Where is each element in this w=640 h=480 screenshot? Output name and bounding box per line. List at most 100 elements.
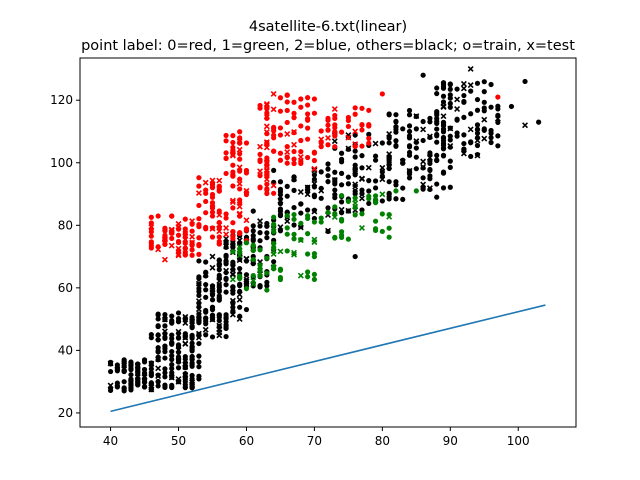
data-point [243, 281, 250, 287]
data-point [229, 276, 236, 283]
data-point [284, 144, 290, 150]
data-point [468, 111, 474, 117]
data-point [460, 85, 467, 92]
data-point [263, 102, 270, 109]
data-point [393, 188, 399, 194]
data-point [141, 359, 148, 365]
data-point [352, 111, 358, 117]
data-point [393, 138, 399, 144]
data-point [230, 139, 236, 146]
data-point [461, 99, 467, 105]
data-point [522, 78, 528, 85]
data-point [148, 331, 154, 338]
data-point [284, 213, 290, 219]
data-point [128, 385, 134, 391]
data-point [264, 230, 270, 236]
data-point [182, 316, 188, 322]
data-point [271, 214, 277, 220]
data-point [271, 148, 277, 154]
data-point [216, 211, 223, 218]
data-point [284, 248, 290, 254]
data-point [332, 122, 338, 128]
data-point [400, 185, 406, 191]
data-point [325, 142, 331, 148]
data-point [495, 94, 501, 100]
data-point [175, 376, 182, 383]
data-point [291, 156, 297, 162]
data-point [440, 135, 447, 141]
data-point [243, 227, 250, 233]
data-point [175, 245, 182, 252]
data-point [196, 274, 202, 280]
data-point [365, 164, 372, 171]
data-point [114, 365, 120, 371]
data-point [230, 290, 236, 296]
data-point [264, 255, 270, 261]
data-point [203, 210, 209, 216]
data-point [230, 244, 236, 250]
data-point [237, 129, 243, 135]
y-tick-label: 40 [58, 343, 73, 357]
data-point [162, 366, 168, 372]
data-point [386, 179, 392, 185]
data-point [216, 267, 222, 273]
data-point [264, 270, 270, 276]
data-point [420, 163, 427, 170]
data-point [128, 359, 134, 365]
data-point [386, 140, 392, 146]
data-point [189, 363, 195, 369]
data-point [352, 141, 359, 148]
data-point [474, 107, 481, 113]
data-point [481, 108, 487, 114]
data-point [434, 152, 440, 159]
data-point [236, 257, 243, 264]
data-point [434, 110, 440, 116]
data-point [345, 145, 352, 152]
data-point [440, 142, 447, 148]
data-point [161, 239, 168, 246]
data-point [298, 210, 304, 216]
data-point [264, 131, 270, 137]
data-point [440, 170, 447, 176]
x-tick-label: 90 [443, 434, 458, 448]
data-point [386, 112, 392, 118]
data-point [297, 272, 304, 279]
data-point [203, 198, 209, 205]
data-point [488, 130, 494, 136]
data-point [311, 96, 318, 102]
data-point [420, 72, 426, 78]
data-point [325, 173, 331, 179]
data-point [209, 234, 216, 240]
data-point [440, 93, 447, 99]
data-point [189, 228, 195, 234]
data-point [196, 288, 202, 295]
data-point [461, 92, 467, 99]
data-point [325, 205, 331, 211]
data-point [270, 224, 277, 231]
data-point [182, 384, 188, 390]
data-point [257, 184, 263, 190]
data-point [209, 334, 216, 340]
data-point [447, 92, 453, 98]
data-point [284, 155, 290, 161]
data-point [216, 241, 222, 247]
data-point [379, 228, 385, 235]
data-point [447, 100, 453, 107]
data-point [243, 140, 250, 146]
data-point [141, 384, 148, 390]
data-point [359, 153, 365, 159]
data-point [345, 134, 352, 141]
data-point [182, 320, 189, 327]
data-point [352, 105, 358, 111]
data-point [488, 139, 494, 146]
data-point [155, 345, 161, 351]
data-point [393, 124, 399, 130]
data-point [175, 239, 182, 246]
data-point [135, 361, 141, 367]
data-point [223, 312, 229, 318]
x-tick-label: 80 [375, 434, 390, 448]
data-point [169, 384, 175, 390]
data-point [352, 154, 358, 160]
data-point [488, 104, 494, 110]
data-point [107, 368, 114, 375]
